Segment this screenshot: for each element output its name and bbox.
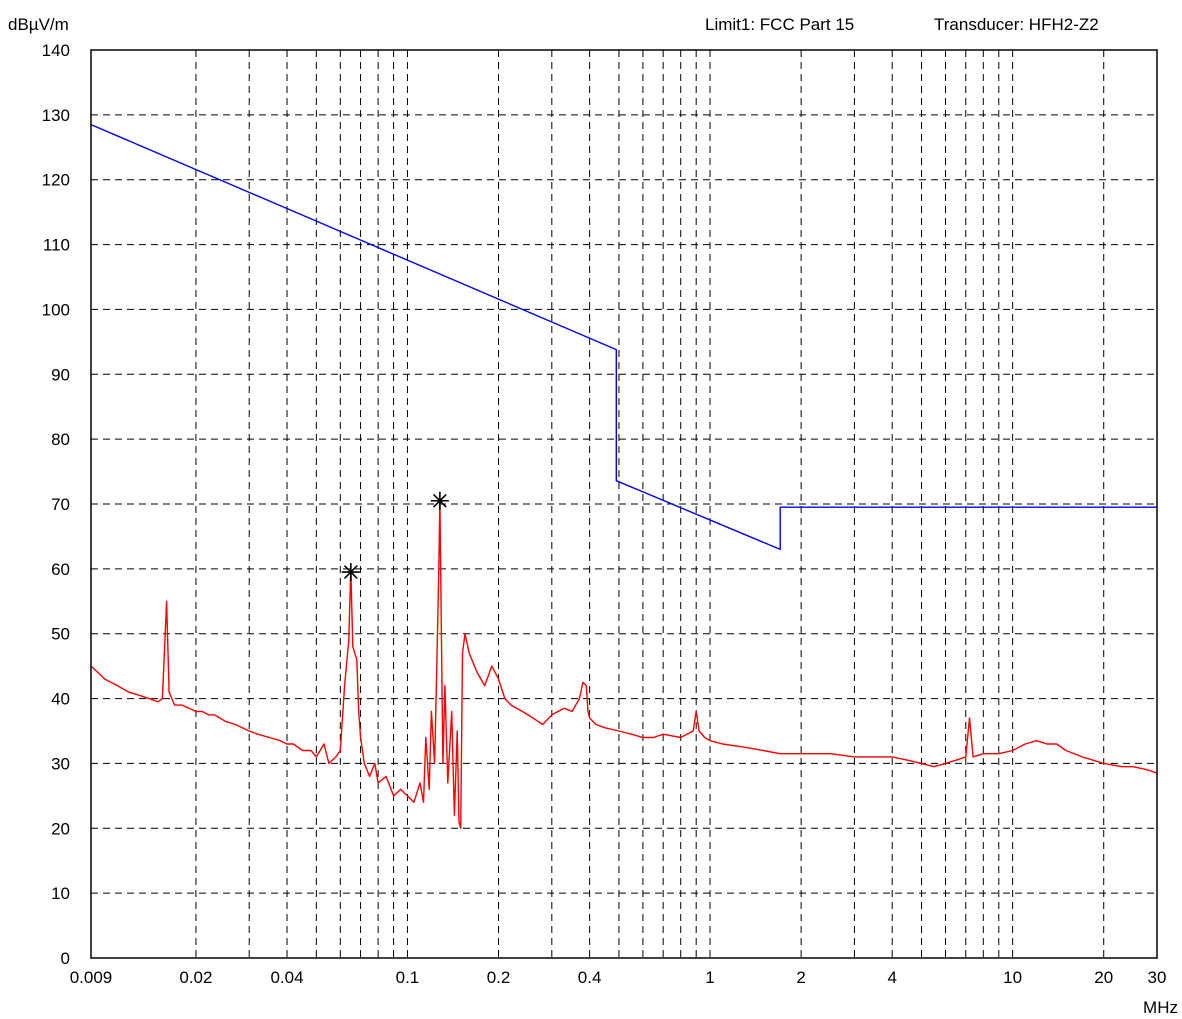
y-tick-label: 110 <box>43 236 70 255</box>
header-transducer-label: Transducer: HFH2-Z2 <box>934 15 1099 34</box>
header-limit-label: Limit1: FCC Part 15 <box>705 15 854 34</box>
y-tick-label: 70 <box>51 495 70 514</box>
grid-layer <box>91 50 1157 958</box>
peak-marker <box>341 563 360 582</box>
y-tick-label: 20 <box>51 819 70 838</box>
y-tick-label: 90 <box>51 365 70 384</box>
x-tick-label: 0.1 <box>396 968 420 987</box>
x-tick-label: 0.02 <box>179 968 212 987</box>
marker-layer <box>341 491 449 582</box>
series-line <box>90 500 1158 829</box>
y-tick-label: 40 <box>51 690 70 709</box>
plot-frame <box>90 49 1158 959</box>
x-tick-label: 0.4 <box>578 968 602 987</box>
x-tick-label: 4 <box>887 968 896 987</box>
y-tick-label: 100 <box>42 300 70 319</box>
y-axis-label: dBµV/m <box>8 15 69 34</box>
x-tick-label: 2 <box>796 968 805 987</box>
y-tick-label: 10 <box>51 884 70 903</box>
x-tick-label: 0.009 <box>70 968 113 987</box>
y-tick-label: 140 <box>42 41 70 60</box>
series-line <box>90 123 1157 551</box>
x-tick-label: 0.2 <box>487 968 511 987</box>
y-tick-label: 80 <box>51 430 70 449</box>
y-tick-label: 130 <box>42 106 70 125</box>
y-tick-label: 0 <box>61 949 70 968</box>
y-tick-label: 60 <box>51 560 70 579</box>
peak-marker <box>430 491 449 510</box>
y-tick-label: 50 <box>51 625 70 644</box>
x-tick-label: 0.04 <box>270 968 303 987</box>
x-tick-label: 1 <box>705 968 714 987</box>
x-tick-label: 30 <box>1148 968 1167 987</box>
y-tick-label: 30 <box>51 754 70 773</box>
x-tick-label: 10 <box>1003 968 1022 987</box>
x-axis-label: MHz <box>1143 998 1178 1017</box>
series-layer <box>90 123 1158 829</box>
x-tick-label: 20 <box>1094 968 1113 987</box>
y-tick-label: 120 <box>42 171 70 190</box>
